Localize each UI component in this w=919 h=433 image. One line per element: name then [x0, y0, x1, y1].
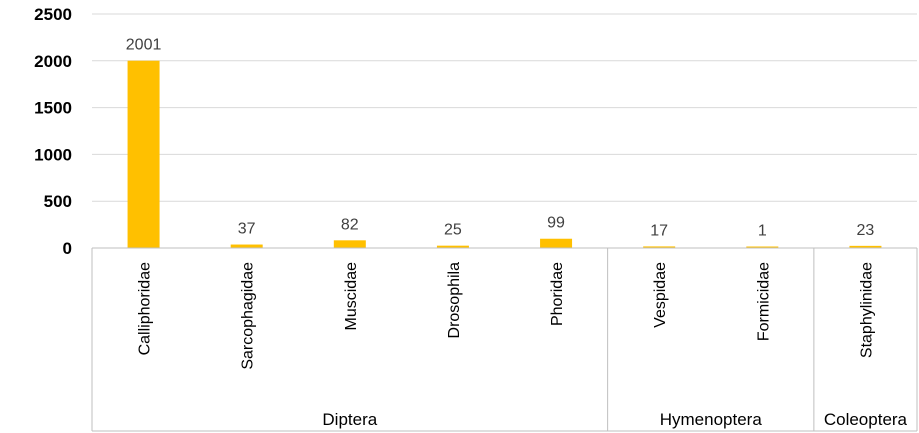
bars — [127, 60, 882, 249]
data-labels: 2001 37 82 25 99 17 1 23 — [126, 37, 875, 240]
x-tick-label: Formicidae — [755, 262, 772, 341]
bar[interactable] — [643, 246, 676, 248]
data-label: 17 — [650, 222, 668, 239]
x-tick-label: Staphylinidae — [858, 262, 875, 358]
x-tick-label: Drosophila — [446, 262, 463, 339]
bar[interactable] — [540, 238, 573, 248]
x-tick-label: Vespidae — [652, 262, 669, 328]
gridlines — [92, 13, 917, 202]
bar[interactable] — [746, 246, 779, 249]
bar[interactable] — [849, 245, 882, 248]
y-tick-label: 500 — [44, 192, 72, 211]
bar[interactable] — [333, 240, 366, 248]
x-tick-label: Muscidae — [343, 262, 360, 331]
group-label: Coleoptera — [824, 410, 908, 429]
data-label: 23 — [857, 222, 875, 239]
bar[interactable] — [230, 244, 263, 248]
group-label: Diptera — [322, 410, 377, 429]
group-label: Hymenoptera — [660, 410, 763, 429]
data-label: 1 — [758, 223, 767, 240]
data-label: 37 — [238, 221, 256, 238]
y-tick-label: 0 — [63, 239, 72, 258]
data-label: 99 — [547, 215, 565, 232]
y-tick-label: 1000 — [34, 145, 72, 164]
axes: 0 500 1000 1500 2000 2500 Calliphoridae Sarcoph… — [34, 5, 918, 432]
x-tick-label: Phoridae — [549, 262, 566, 326]
y-tick-label: 2000 — [34, 52, 72, 71]
y-tick-label: 1500 — [34, 99, 72, 118]
bar[interactable] — [436, 245, 469, 248]
bar[interactable] — [127, 60, 160, 248]
data-label: 2001 — [126, 37, 162, 54]
data-label: 25 — [444, 222, 462, 239]
data-label: 82 — [341, 216, 359, 233]
y-tick-label: 2500 — [34, 5, 72, 24]
x-tick-label: Sarcophagidae — [240, 262, 257, 370]
x-tick-label: Calliphoridae — [137, 262, 154, 355]
